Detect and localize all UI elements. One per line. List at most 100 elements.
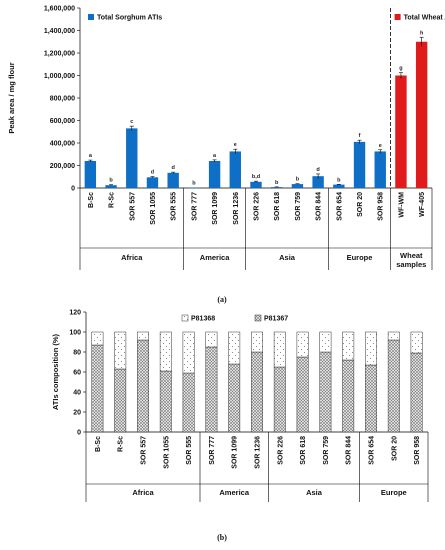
x-tick-label: SOR 226 <box>277 436 284 465</box>
bar-segment-p81368 <box>114 331 127 370</box>
group-label: Europe <box>381 488 407 497</box>
x-tick-label: SOR 557 <box>141 436 148 465</box>
bar-segment-p81367 <box>296 356 309 433</box>
bar-segment-p81367 <box>228 363 241 433</box>
group-label: Asia <box>279 253 296 262</box>
significance-letter: d <box>316 167 319 173</box>
legend-label: P81367 <box>264 316 288 323</box>
x-tick-label: SOR 555 <box>171 192 178 221</box>
group-label: America <box>200 253 230 262</box>
significance-letter: a <box>213 153 217 159</box>
x-tick-label: SOR 958 <box>414 436 421 465</box>
chart-b: 0 20 40 60 80 100 120 ATIs composition (%) B-Sc R… <box>51 310 429 542</box>
legend-swatch <box>181 314 189 322</box>
bar-segment-p81367 <box>342 359 355 433</box>
significance-letter: b,d <box>252 174 260 180</box>
legend-label: Total Sorghum ATIs <box>97 15 162 22</box>
significance-letter: b <box>275 180 279 186</box>
bar <box>415 41 428 188</box>
legend-swatch <box>254 314 262 322</box>
bar <box>250 181 262 188</box>
bar-segment-p81367 <box>91 344 104 433</box>
group-label: Africa <box>121 253 143 262</box>
significance-letter: b <box>109 178 113 184</box>
bar-segment-p81367 <box>387 339 400 433</box>
bar <box>126 128 138 188</box>
bar-segment-p81368 <box>319 331 332 353</box>
y-tick-label: 800,000 <box>50 96 75 103</box>
group-label: Europe <box>347 253 373 262</box>
x-tick-label: B-Sc <box>95 436 102 452</box>
x-tick-label: SOR 618 <box>274 192 281 221</box>
x-tick-label: SOR 1236 <box>255 436 262 469</box>
bar <box>291 184 304 188</box>
bar-segment-p81368 <box>182 331 195 374</box>
x-tick-label: SOR 844 <box>316 192 323 221</box>
x-tick-label: SOR 555 <box>186 436 193 465</box>
x-tick-label: R-Sc <box>109 192 116 208</box>
bar <box>167 172 179 188</box>
y-tick-label: 400,000 <box>50 141 75 148</box>
x-tick-label: SOR 226 <box>254 192 261 221</box>
bar <box>105 185 117 188</box>
y-tick-label: 1,000,000 <box>44 73 75 80</box>
y-axis-title: ATIs composition (%) <box>51 333 60 410</box>
bar-segment-p81367 <box>114 368 127 433</box>
y-tick-label: 60 <box>73 370 81 377</box>
x-tick-label: SOR 1099 <box>232 436 239 469</box>
bar-segment-p81367 <box>159 370 172 433</box>
group-label: Wheat <box>400 251 423 260</box>
bar-segment-p81368 <box>342 331 355 361</box>
y-tick-label: 40 <box>73 390 81 397</box>
y-tick-label: 1,200,000 <box>44 51 75 58</box>
bar-segment-p81368 <box>91 331 104 346</box>
significance-letter: d <box>171 165 174 171</box>
y-axis-title: Peak area / mg flour <box>7 62 16 133</box>
group-label: Asia <box>306 488 323 497</box>
bar <box>374 151 386 188</box>
y-tick-label: 1,400,000 <box>44 28 75 35</box>
x-tick-label: SOR 777 <box>191 192 198 221</box>
y-tick-label: 600,000 <box>50 118 75 125</box>
x-tick-label: SOR 557 <box>129 192 136 221</box>
x-tick-label: SOR 759 <box>295 192 302 221</box>
bar-segment-p81367 <box>205 346 218 433</box>
bar <box>271 187 283 188</box>
significance-letter: g <box>399 66 402 72</box>
x-tick-label: SOR 618 <box>300 436 307 465</box>
bar-segment-p81368 <box>273 331 286 368</box>
x-tick-label: SOR 20 <box>357 192 364 217</box>
x-tick-label: SOR 1055 <box>163 436 170 469</box>
y-tick-label: 1,600,000 <box>44 6 75 13</box>
x-tick-label: SOR 759 <box>323 436 330 465</box>
significance-letter: a <box>89 153 93 159</box>
legend-swatch <box>394 14 401 20</box>
bar-segment-p81367 <box>410 352 423 433</box>
significance-letter: b <box>192 181 196 187</box>
caption-b: (b) <box>217 533 227 542</box>
x-tick-label: SOR 20 <box>391 436 398 461</box>
significance-letter: c <box>130 119 133 125</box>
y-tick-label: 120 <box>69 310 81 317</box>
y-tick-label: 0 <box>71 186 75 193</box>
x-tick-label: B-Sc <box>88 192 95 208</box>
significance-letter: b <box>296 177 300 183</box>
group-label: America <box>219 488 249 497</box>
bar-segment-p81368 <box>251 331 263 353</box>
legend-label: Total Wheat ATIs <box>404 15 445 22</box>
y-tick-label: 200,000 <box>50 163 75 170</box>
legend-label: P81368 <box>191 316 215 323</box>
bar-segment-p81367 <box>251 351 263 433</box>
bar <box>353 141 366 188</box>
chart-a: 0 200,000 400,000 600,000 800,000 1,000,000 1,… <box>7 6 445 305</box>
legend-swatch <box>88 14 94 20</box>
bar-segment-p81367 <box>319 351 332 433</box>
x-tick-label: R-Sc <box>118 436 125 452</box>
x-tick-label: WF-405 <box>419 192 426 217</box>
group-label: Africa <box>132 488 154 497</box>
bar-segment-p81367 <box>137 339 149 433</box>
x-tick-label: WF-WM <box>398 192 405 218</box>
bar <box>395 75 407 188</box>
y-tick-label: 0 <box>77 430 81 437</box>
caption-a: (a) <box>217 295 227 304</box>
